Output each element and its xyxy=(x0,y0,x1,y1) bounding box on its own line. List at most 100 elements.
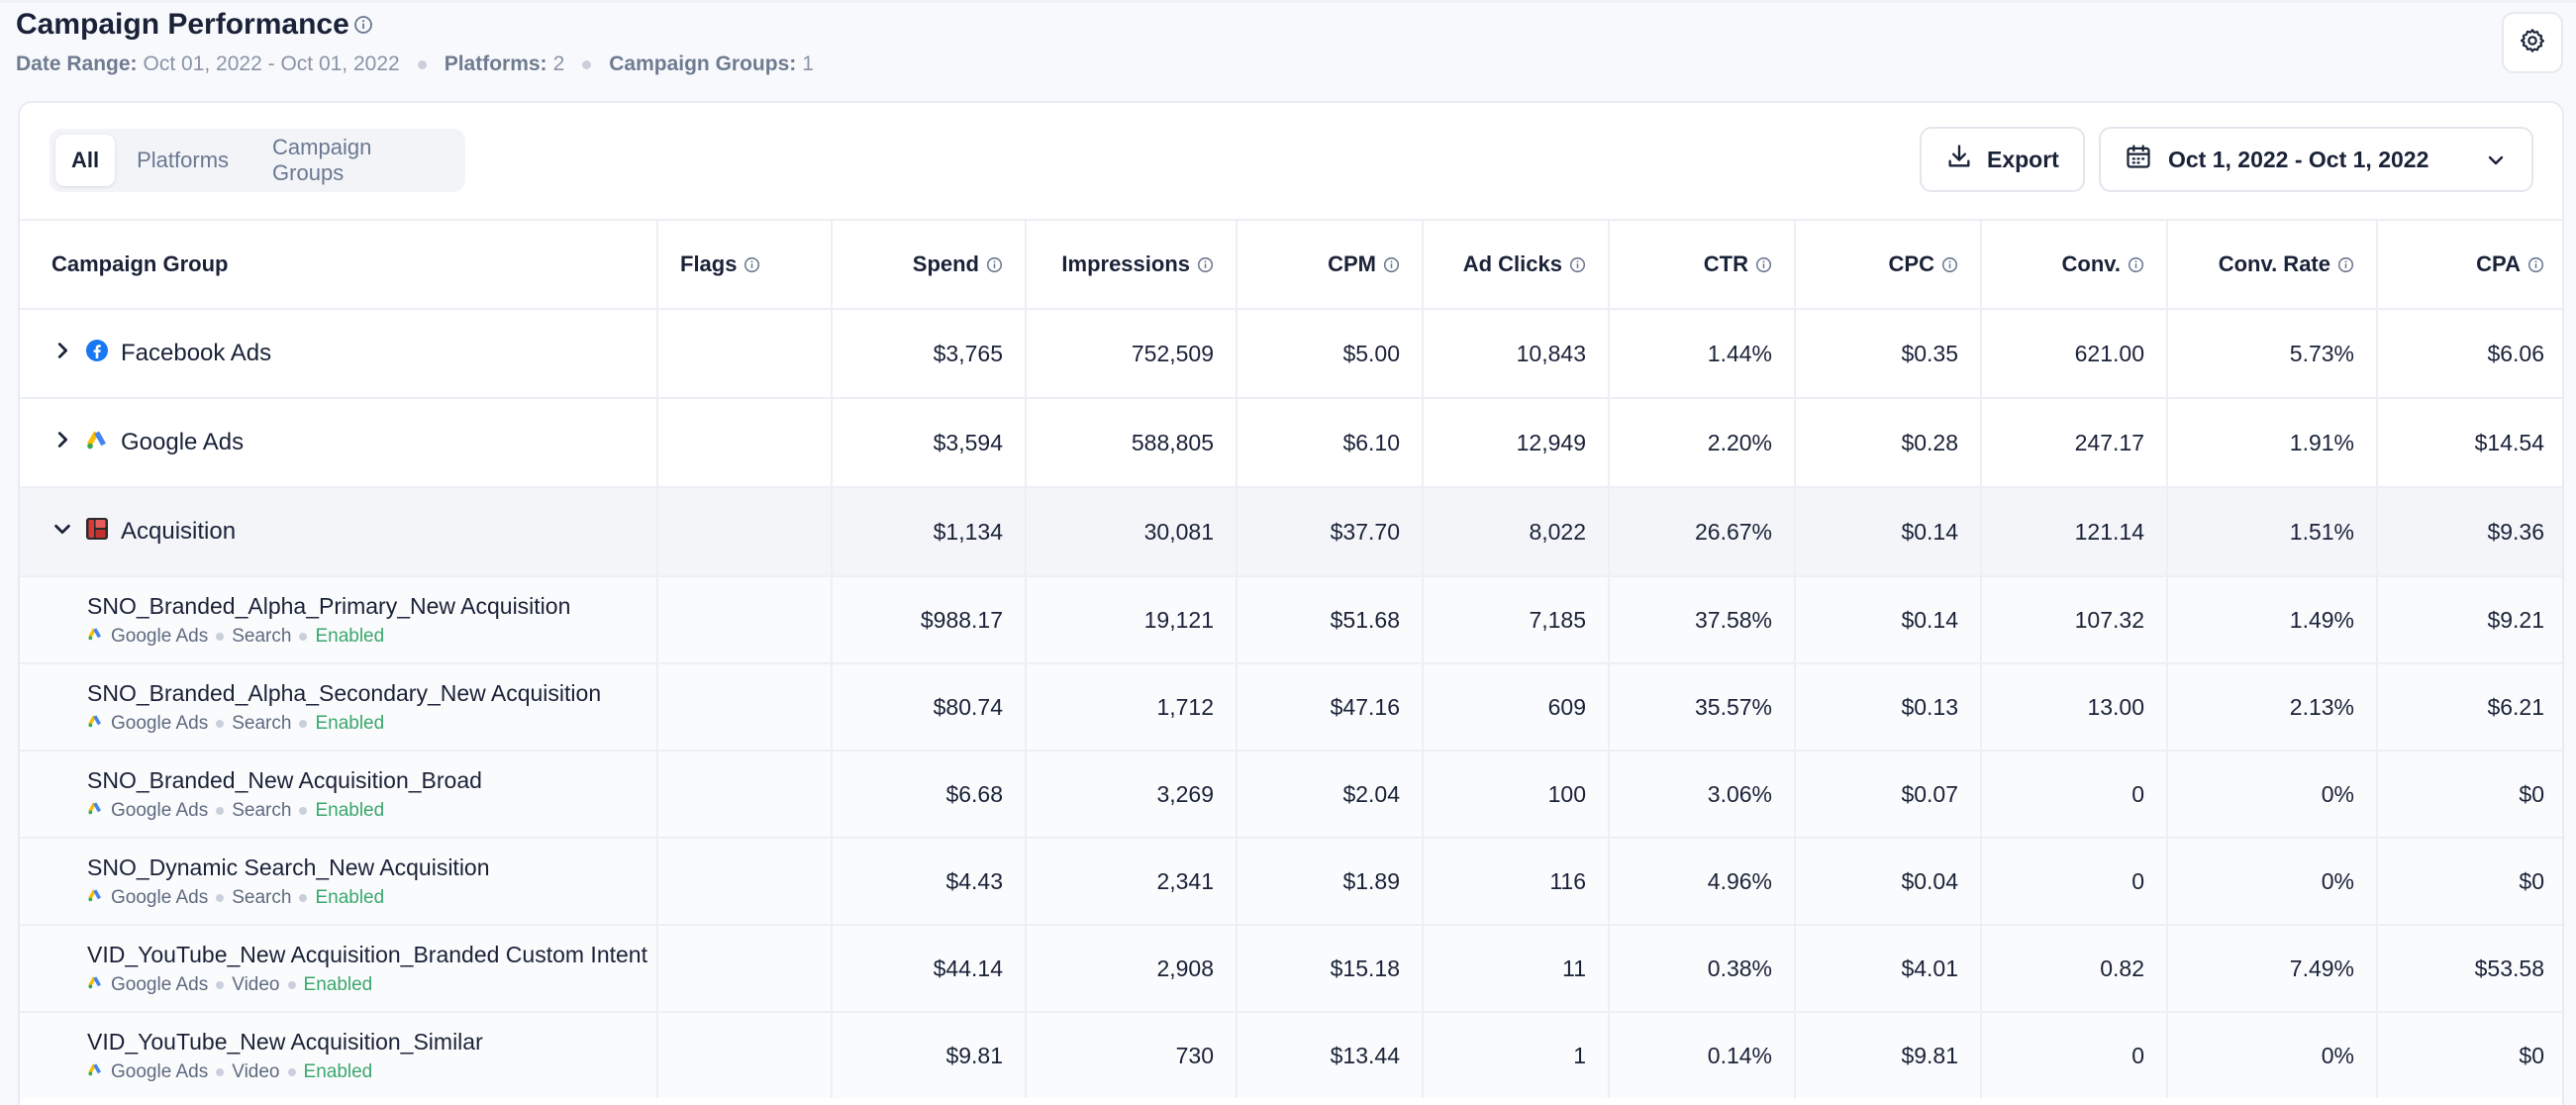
ctr-cell: 26.67% xyxy=(1610,488,1796,575)
column-header-flags[interactable]: Flags xyxy=(658,221,833,308)
ad-clicks-cell: 12,949 xyxy=(1424,399,1610,486)
campaign-type: Search xyxy=(232,625,292,647)
meta-separator xyxy=(216,719,225,728)
cpm-cell: $6.10 xyxy=(1238,399,1424,486)
ctr-cell: 37.58% xyxy=(1610,577,1796,662)
cpa-cell: $53.58 xyxy=(2474,954,2544,981)
campaign-cell: SNO_Branded_New Acquisition_Broad Google… xyxy=(20,752,658,837)
conv-rate-cell: 0% xyxy=(2168,752,2378,837)
status-badge: Enabled xyxy=(315,799,385,821)
tab-campaign-groups[interactable]: Campaign Groups xyxy=(272,135,372,185)
info-icon[interactable] xyxy=(1569,256,1586,273)
ad-clicks-cell: 100 xyxy=(1424,752,1610,837)
cpa-cell: $0 xyxy=(2519,867,2544,894)
conv-cell: 0 xyxy=(1982,839,2168,924)
campaign-info: VID_YouTube_New Acquisition_Branded Cust… xyxy=(51,942,647,996)
cpc-cell: $0.28 xyxy=(1796,399,1982,486)
conv-rate-cell: 5.73% xyxy=(2168,310,2378,397)
table-row[interactable]: SNO_Branded_Alpha_Secondary_New Acquisit… xyxy=(20,662,2562,750)
tab-platforms[interactable]: Platforms xyxy=(137,148,230,172)
google-ads-icon xyxy=(87,626,103,648)
settings-button[interactable] xyxy=(2502,12,2563,73)
cpc-cell: $0.35 xyxy=(1796,310,1982,397)
column-header-campaign-group[interactable]: Campaign Group xyxy=(20,221,658,308)
info-icon[interactable] xyxy=(2337,256,2354,273)
cpm-cell: $13.44 xyxy=(1238,1013,1424,1098)
info-icon[interactable] xyxy=(1383,256,1400,273)
cpa-cell: $0 xyxy=(2519,1042,2544,1068)
flags-cell xyxy=(658,577,833,662)
cpa-cell: $14.54 xyxy=(2474,429,2544,455)
view-tabs: All Platforms Campaign Groups xyxy=(50,129,465,192)
meta-date-value: Oct 01, 2022 - Oct 01, 2022 xyxy=(143,52,400,75)
meta-separator xyxy=(216,980,225,989)
meta-separator xyxy=(216,806,225,815)
campaign-name[interactable]: SNO_Branded_Alpha_Secondary_New Acquisit… xyxy=(87,679,602,706)
ctr-cell: 1.44% xyxy=(1610,310,1796,397)
chevron-right-icon[interactable] xyxy=(51,429,73,456)
conv-cell: 621.00 xyxy=(1982,310,2168,397)
column-header-spend[interactable]: Spend xyxy=(833,221,1027,308)
info-icon[interactable] xyxy=(986,256,1003,273)
table-row[interactable]: SNO_Dynamic Search_New Acquisition Googl… xyxy=(20,837,2562,924)
info-icon[interactable] xyxy=(1197,256,1214,273)
conv-rate-cell: 1.51% xyxy=(2168,488,2378,575)
table-row-acquisition[interactable]: Acquisition $1,134 30,081 $37.70 8,022 2… xyxy=(20,486,2562,575)
flags-cell xyxy=(658,310,833,397)
cpc-cell: $4.01 xyxy=(1796,926,1982,1011)
table-row-facebook-ads[interactable]: Facebook Ads $3,765 752,509 $5.00 10,843… xyxy=(20,308,2562,397)
campaign-name[interactable]: SNO_Branded_New Acquisition_Broad xyxy=(87,766,482,793)
cpc-cell: $0.14 xyxy=(1796,488,1982,575)
info-icon[interactable] xyxy=(2527,256,2544,273)
campaign-type: Search xyxy=(232,886,292,908)
chevron-down-icon[interactable] xyxy=(51,518,73,546)
status-badge: Enabled xyxy=(303,973,373,995)
ctr-cell: 0.38% xyxy=(1610,926,1796,1011)
date-range-picker[interactable]: Oct 1, 2022 - Oct 1, 2022 xyxy=(2099,127,2533,192)
meta-groups-value: 1 xyxy=(802,52,814,75)
spend-cell: $44.14 xyxy=(833,926,1027,1011)
info-icon[interactable] xyxy=(1941,256,1958,273)
table-row[interactable]: VID_YouTube_New Acquisition_Similar Goog… xyxy=(20,1011,2562,1098)
ctr-cell: 35.57% xyxy=(1610,664,1796,750)
campaign-cell: SNO_Branded_Alpha_Primary_New Acquisitio… xyxy=(20,577,658,662)
campaign-name[interactable]: VID_YouTube_New Acquisition_Similar xyxy=(87,1028,483,1055)
campaign-name[interactable]: VID_YouTube_New Acquisition_Branded Cust… xyxy=(87,941,647,967)
meta-separator xyxy=(287,980,296,989)
column-label: Campaign Group xyxy=(51,251,229,276)
table-row[interactable]: VID_YouTube_New Acquisition_Branded Cust… xyxy=(20,924,2562,1011)
campaign-name[interactable]: SNO_Branded_Alpha_Primary_New Acquisitio… xyxy=(87,592,571,619)
performance-card: All Platforms Campaign Groups Export Oct… xyxy=(18,101,2564,1105)
group-label: Acquisition xyxy=(51,517,236,547)
spend-cell: $988.17 xyxy=(833,577,1027,662)
column-header-ctr[interactable]: CTR xyxy=(1610,221,1796,308)
column-header-cpc[interactable]: CPC xyxy=(1796,221,1982,308)
info-icon[interactable] xyxy=(2128,256,2144,273)
tab-all[interactable]: All xyxy=(55,135,116,186)
campaign-info: SNO_Branded_Alpha_Primary_New Acquisitio… xyxy=(51,593,570,648)
table-row-google-ads[interactable]: Google Ads $3,594 588,805 $6.10 12,949 2… xyxy=(20,397,2562,486)
campaign-name[interactable]: SNO_Dynamic Search_New Acquisition xyxy=(87,854,490,880)
info-icon[interactable] xyxy=(353,15,373,40)
chevron-right-icon[interactable] xyxy=(51,340,73,367)
column-header-conv-rate[interactable]: Conv. Rate xyxy=(2168,221,2378,308)
group-name: Facebook Ads xyxy=(121,340,272,366)
flags-cell xyxy=(658,926,833,1011)
column-header-conv[interactable]: Conv. xyxy=(1982,221,2168,308)
cpc-cell: $0.14 xyxy=(1796,577,1982,662)
cpc-cell: $0.04 xyxy=(1796,839,1982,924)
export-button[interactable]: Export xyxy=(1920,127,2085,192)
table-row[interactable]: SNO_Branded_New Acquisition_Broad Google… xyxy=(20,750,2562,837)
ad-clicks-cell: 10,843 xyxy=(1424,310,1610,397)
column-header-impressions[interactable]: Impressions xyxy=(1027,221,1238,308)
cpc-cell: $0.07 xyxy=(1796,752,1982,837)
cpa-cell: $9.21 xyxy=(2487,606,2544,633)
info-icon[interactable] xyxy=(1755,256,1772,273)
column-header-ad-clicks[interactable]: Ad Clicks xyxy=(1424,221,1610,308)
info-icon[interactable] xyxy=(743,256,760,273)
conv-cell: 247.17 xyxy=(1982,399,2168,486)
column-header-cpm[interactable]: CPM xyxy=(1238,221,1424,308)
column-header-cpa[interactable]: CPA xyxy=(2378,221,2562,308)
table-row[interactable]: SNO_Branded_Alpha_Primary_New Acquisitio… xyxy=(20,575,2562,662)
meta-groups-key: Campaign Groups: xyxy=(609,52,797,75)
